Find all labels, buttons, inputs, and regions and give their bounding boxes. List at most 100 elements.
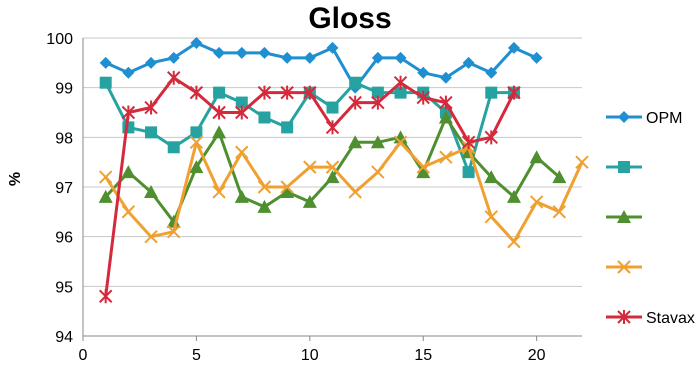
data-point [213, 86, 226, 99]
data-point [280, 85, 294, 100]
data-point [529, 195, 544, 209]
legend-marker [617, 210, 631, 223]
data-point [325, 160, 340, 174]
data-point [281, 121, 294, 134]
data-point [394, 51, 407, 64]
data-point [326, 41, 339, 54]
data-point [484, 130, 498, 145]
data-point [529, 150, 544, 164]
y-tick-label: 98 [55, 130, 73, 147]
data-point [439, 71, 452, 84]
data-point [166, 214, 181, 228]
data-point [145, 56, 158, 69]
data-point [213, 46, 226, 59]
data-point [99, 76, 112, 89]
data-point [144, 229, 158, 244]
x-tick-label: 10 [301, 347, 319, 364]
data-point [485, 86, 498, 99]
data-point [144, 184, 159, 198]
data-point [258, 46, 271, 59]
data-point [462, 56, 475, 69]
data-point [507, 85, 521, 100]
data-point [394, 86, 407, 99]
x-tick-label: 15 [414, 347, 432, 364]
legend-label: OPM [646, 110, 682, 127]
data-point [325, 120, 340, 135]
data-point [212, 105, 226, 120]
data-point [325, 170, 340, 184]
data-point [326, 101, 339, 114]
data-point [438, 110, 453, 124]
x-tick-label: 5 [192, 347, 201, 364]
legend-marker [618, 161, 630, 173]
data-point [167, 70, 181, 85]
data-point [258, 111, 271, 124]
data-point [371, 86, 384, 99]
y-tick-label: 96 [55, 230, 73, 247]
data-point [235, 46, 248, 59]
data-point [98, 170, 113, 184]
data-point [122, 121, 135, 134]
data-point [371, 95, 385, 110]
data-point [121, 205, 136, 219]
data-point [348, 185, 362, 199]
y-tick-label: 97 [55, 180, 73, 197]
data-point [235, 145, 249, 159]
y-tick-label: 99 [55, 81, 73, 98]
data-point [303, 85, 317, 100]
data-point [462, 166, 475, 179]
data-point [370, 135, 385, 149]
data-point [417, 66, 430, 79]
y-tick-label: 94 [55, 329, 73, 346]
data-point [484, 170, 499, 184]
data-point [121, 165, 136, 179]
data-point [485, 66, 498, 79]
data-point [302, 194, 317, 208]
data-point [257, 85, 272, 100]
data-point [190, 126, 203, 139]
data-point [530, 51, 543, 64]
data-point [257, 180, 272, 194]
data-point [167, 141, 180, 154]
data-point [257, 199, 272, 213]
data-point [371, 165, 385, 179]
data-point [99, 56, 112, 69]
data-point [507, 41, 520, 54]
data-point [348, 135, 363, 149]
data-point [122, 66, 135, 79]
data-point [552, 170, 567, 184]
data-point [303, 160, 317, 174]
data-point [281, 51, 294, 64]
chart-title: Gloss [308, 2, 392, 35]
y-tick-label: 100 [46, 31, 73, 48]
data-point [303, 51, 316, 64]
data-point [393, 75, 408, 90]
data-point [121, 105, 136, 120]
data-point [189, 85, 204, 100]
data-point [280, 184, 295, 198]
data-point [506, 189, 521, 203]
data-point [235, 105, 249, 120]
legend-marker [618, 111, 630, 123]
data-point [507, 234, 521, 249]
data-point [145, 126, 158, 139]
data-point [484, 210, 498, 224]
legend-marker [617, 310, 631, 324]
series-line [105, 41, 538, 90]
data-point [439, 150, 453, 164]
data-point [461, 135, 476, 150]
data-point [189, 135, 204, 150]
data-point [189, 160, 204, 174]
data-point [439, 95, 453, 110]
data-point [167, 224, 181, 239]
data-point [349, 76, 362, 89]
data-point [144, 100, 158, 115]
data-point [167, 51, 180, 64]
data-point [212, 125, 227, 139]
x-tick-label: 0 [79, 347, 88, 364]
data-point [371, 51, 384, 64]
series-line [104, 140, 584, 244]
data-point [552, 205, 567, 219]
